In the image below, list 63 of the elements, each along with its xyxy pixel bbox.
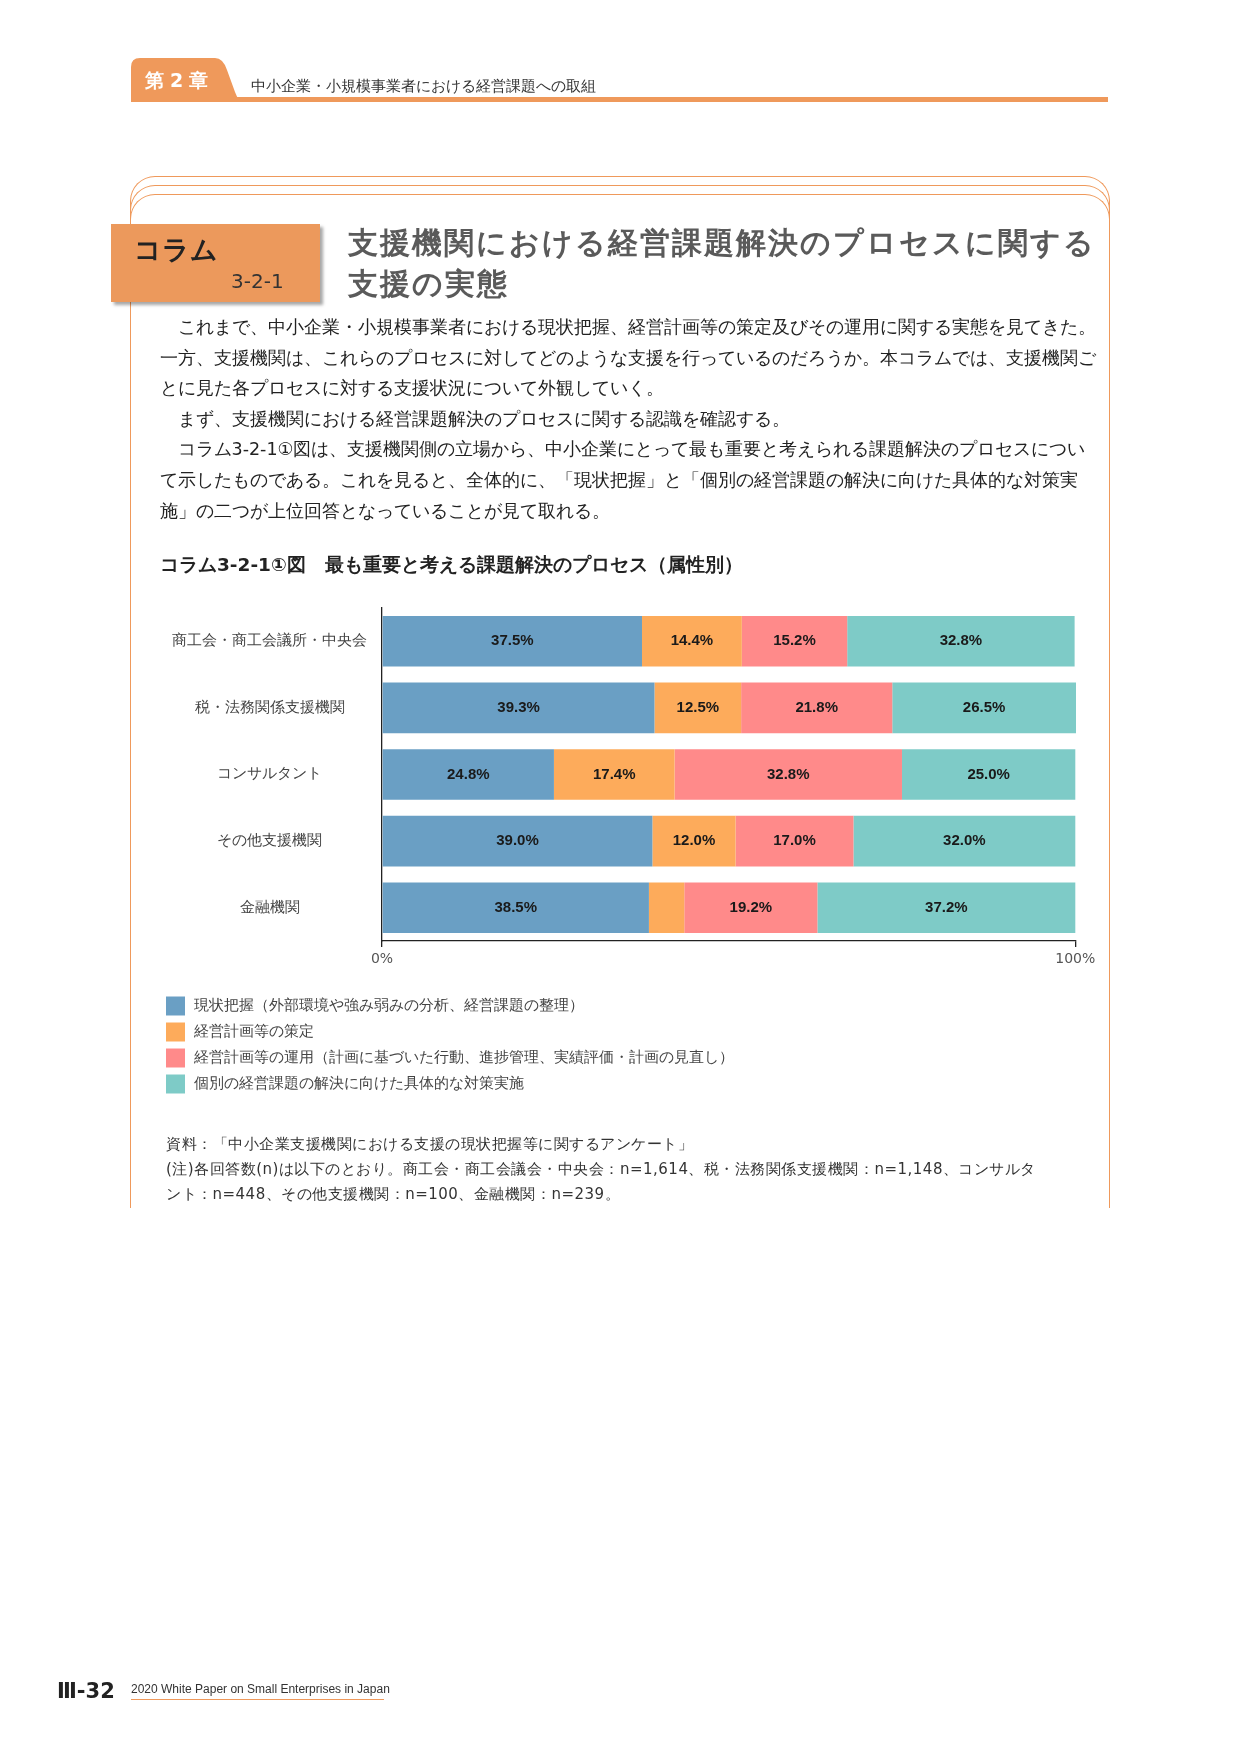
- data-label: 19.2%: [729, 897, 773, 915]
- bar: [741, 615, 848, 667]
- bar: [652, 815, 736, 867]
- data-label: 12.0%: [672, 831, 716, 849]
- bar: [382, 815, 653, 867]
- text: 資料：「中小企業支援機関における支援の現状把握等に関するアンケート」: [166, 1134, 694, 1155]
- data-label: 17.0%: [773, 831, 816, 849]
- text: これまで、中小企業・小規模事業者における現状把握、経営計画等の策定及びその運用に関する実態を見てきた。一方、支援機関は、これらのプロセスに対してどのような支援を行っているのだろうか。本コラムでは、支援機関ごとに見た各プロセスに対する支援状況について外観していく。: [160, 316, 1097, 401]
- data-label: 12.5%: [676, 698, 720, 716]
- legend-label: 個別の経営課題の解決に向けた具体的な対策実施: [194, 1073, 524, 1092]
- text: 中小企業・小規模事業者における経営課題への取組: [251, 76, 596, 96]
- text: まず、支援機関における経営課題解決のプロセスに関する認識を確認する。: [176, 407, 791, 431]
- bar: [382, 882, 649, 934]
- y-tick-label: 金融機関: [239, 897, 300, 916]
- data-label: 24.8%: [447, 764, 490, 782]
- data-label: 37.5%: [491, 631, 534, 649]
- bar: [382, 615, 642, 667]
- bar: [892, 682, 1076, 734]
- legend-label: 経営計画等の策定: [193, 1021, 314, 1040]
- data-label: 32.8%: [939, 631, 983, 649]
- bar: [853, 815, 1076, 867]
- data-label: 32.8%: [767, 764, 810, 782]
- data-label: 32.0%: [943, 831, 986, 849]
- bar: [553, 749, 675, 800]
- bar: [817, 882, 1076, 934]
- legend-label: 経営計画等の運用（計画に基づいた行動、進捗管理、実績評価・計画の見直し）: [193, 1047, 734, 1066]
- x-tick-label: 0%: [370, 950, 394, 967]
- data-label: 38.5%: [494, 897, 538, 915]
- text: (注)各回答数(n)は以下のとおり。商工会・商工会議会・中央会：n=1,614、税・法務関係支援機関：n=1,148、コンサルタント：n=448、その他支援機関：n=100、金融機関：n=239。: [166, 1159, 1037, 1205]
- data-label: 37.2%: [925, 897, 968, 915]
- bar: [847, 615, 1075, 667]
- data-label: 17.4%: [592, 764, 636, 782]
- bar: [382, 682, 655, 734]
- text: コラム3-2-1①図は、支援機関側の立場から、中小企業にとって最も重要と考えられる課題解決のプロセスについて示したものである。これを見ると、全体的に、「現状把握」と「個別の経営課題の解決に向けた具体的な対策実施」の二つが上位回答となっていることが見て取れる。: [160, 438, 1087, 523]
- text: 2020 White Paper on Small Enterprises in Japan: [131, 1682, 390, 1697]
- bar: [382, 749, 554, 800]
- text: 3-2-1: [231, 269, 284, 293]
- text: 支援機関における経営課題解決のプロセスに関する支援の実態: [348, 224, 1097, 303]
- data-label: 26.5%: [962, 698, 1006, 716]
- bar: [674, 749, 902, 800]
- data-label: 25.0%: [967, 764, 1010, 782]
- text: コラム: [134, 233, 218, 267]
- text: Ⅲ-32: [57, 1678, 115, 1705]
- bar: [684, 882, 818, 934]
- data-label: 21.8%: [795, 698, 838, 716]
- data-label: 39.0%: [496, 831, 539, 849]
- bar: [741, 682, 893, 734]
- bar: [641, 615, 742, 667]
- bar: [901, 749, 1076, 800]
- y-tick-label: 税・法務関係支援機関: [194, 697, 345, 716]
- text: 第2章: [145, 68, 215, 93]
- data-label: 39.3%: [497, 698, 540, 716]
- bar: [654, 682, 742, 734]
- chart-title: コラム3-2-1①図 最も重要と考える課題解決のプロセス（属性別）: [160, 553, 743, 577]
- data-label: 14.4%: [670, 631, 714, 649]
- data-label: 15.2%: [773, 631, 816, 649]
- y-tick-label: その他支援機関: [217, 830, 322, 849]
- bar: [735, 815, 854, 867]
- x-tick-label: 100%: [1055, 950, 1096, 967]
- y-tick-label: 商工会・商工会議所・中央会: [172, 631, 367, 650]
- bar: [648, 882, 685, 934]
- y-tick-label: コンサルタント: [217, 764, 322, 783]
- legend-label: 現状把握（外部環境や強み弱みの分析、経営課題の整理）: [194, 995, 584, 1014]
